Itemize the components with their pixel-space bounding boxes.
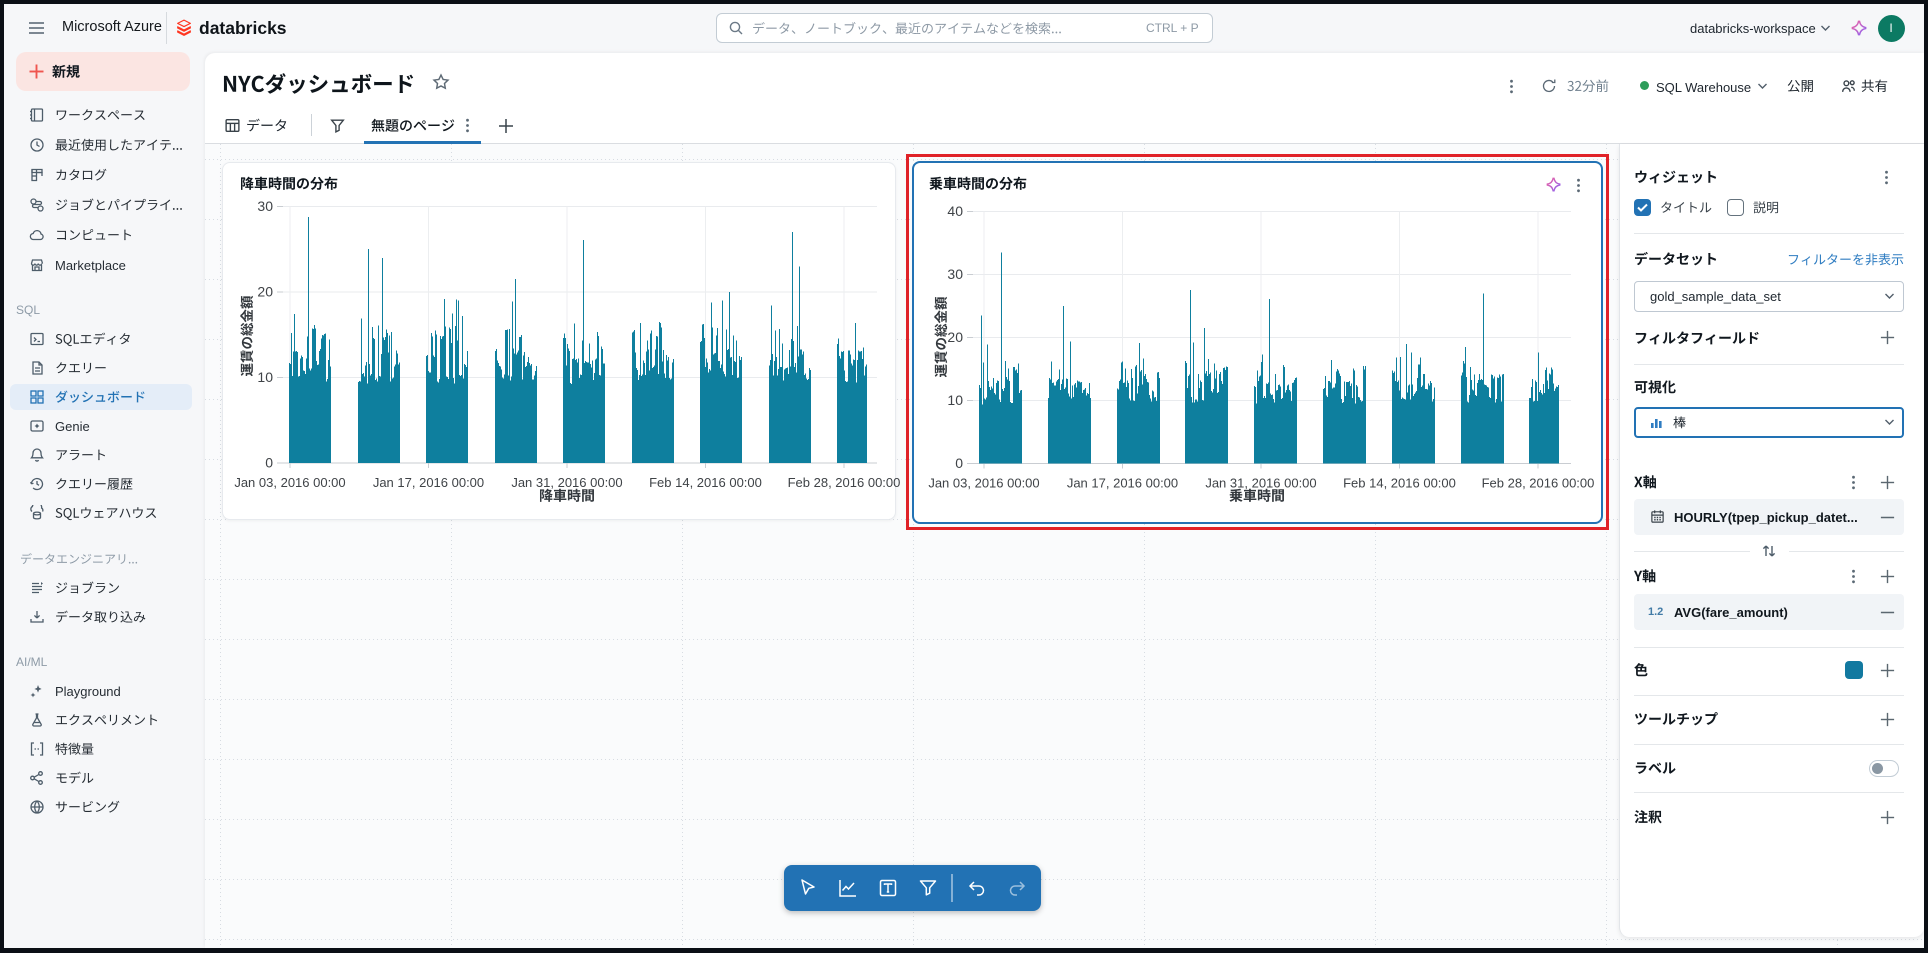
svg-text:Jan 17, 2016 00:00: Jan 17, 2016 00:00: [1066, 475, 1177, 490]
svg-text:0: 0: [265, 455, 273, 471]
svg-text:30: 30: [947, 266, 963, 282]
svg-text:40: 40: [947, 203, 963, 219]
svg-text:20: 20: [257, 284, 273, 300]
svg-text:20: 20: [947, 329, 963, 345]
svg-text:Feb 28, 2016 00:00: Feb 28, 2016 00:00: [1481, 475, 1594, 490]
svg-text:Feb 14, 2016 00:00: Feb 14, 2016 00:00: [1343, 475, 1456, 490]
svg-text:Jan 31, 2016 00:00: Jan 31, 2016 00:00: [1205, 475, 1316, 490]
svg-text:0: 0: [955, 455, 963, 471]
svg-text:30: 30: [257, 198, 273, 214]
svg-text:Jan 03, 2016 00:00: Jan 03, 2016 00:00: [234, 475, 345, 490]
svg-text:Jan 03, 2016 00:00: Jan 03, 2016 00:00: [928, 475, 1039, 490]
svg-text:Feb 28, 2016 00:00: Feb 28, 2016 00:00: [788, 475, 901, 490]
svg-text:10: 10: [257, 369, 273, 385]
svg-text:10: 10: [947, 392, 963, 408]
svg-text:Jan 17, 2016 00:00: Jan 17, 2016 00:00: [373, 475, 484, 490]
svg-text:Jan 31, 2016 00:00: Jan 31, 2016 00:00: [511, 475, 622, 490]
svg-text:Feb 14, 2016 00:00: Feb 14, 2016 00:00: [649, 475, 762, 490]
